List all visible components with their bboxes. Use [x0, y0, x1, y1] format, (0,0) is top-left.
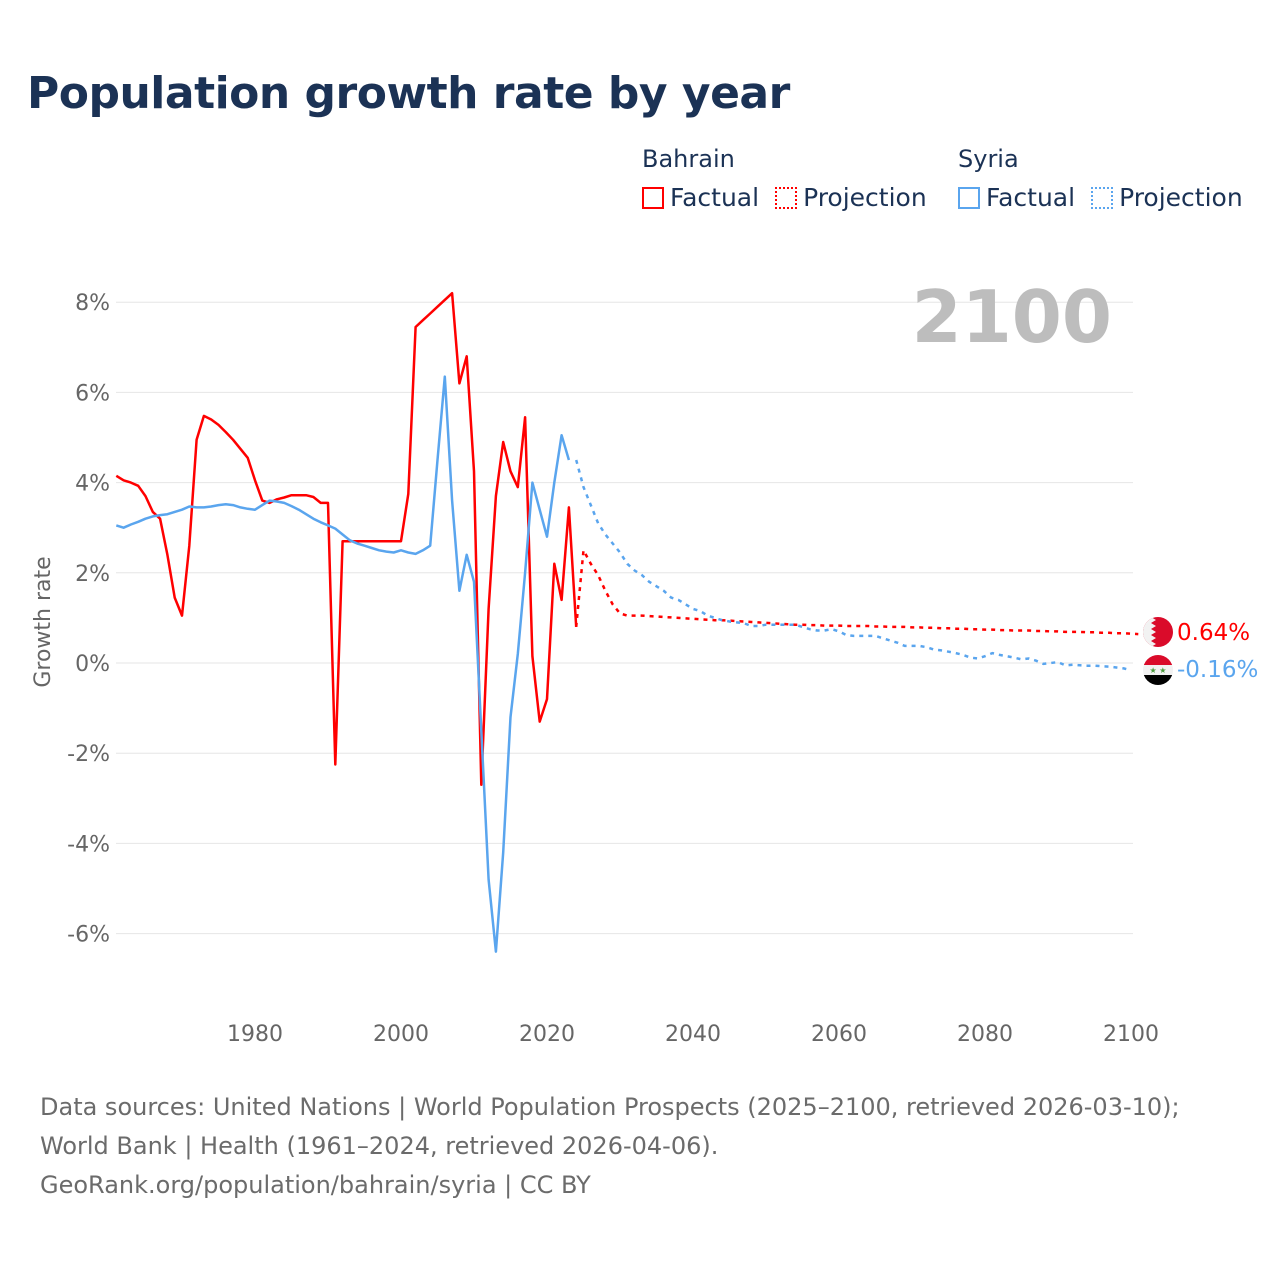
legend-bahrain: Bahrain Factual Projection	[642, 145, 927, 212]
footer: Data sources: United Nations | World Pop…	[40, 1088, 1240, 1205]
bahrain-flag-icon	[1143, 617, 1173, 647]
legend-group-name: Syria	[958, 145, 1019, 173]
legend-label: Factual	[670, 183, 760, 212]
y-tick-label: 2%	[75, 562, 110, 587]
line-chart: 8% 6% 4% 2% 0% -2% -4% -6% 1980 2000 2020 2040 2060 2…	[31, 275, 1258, 1047]
dotted-swatch-icon	[775, 186, 798, 209]
y-tick-label: 4%	[75, 472, 110, 497]
syria-factual-line	[115, 375, 571, 953]
syria-projection-line	[574, 459, 1132, 672]
y-tick-label: 8%	[75, 291, 110, 316]
syria-flag-icon: ★ ★	[1143, 655, 1173, 685]
legend-label: Factual	[986, 183, 1076, 212]
legend-syria: Syria Factual Projection	[958, 145, 1243, 212]
legend-label: Projection	[1119, 183, 1243, 212]
legend-syria-projection[interactable]: Projection	[1091, 183, 1243, 212]
y-tick-label: -6%	[67, 923, 110, 948]
x-tick-label: 2020	[519, 1022, 575, 1047]
legend-syria-factual[interactable]: Factual	[958, 183, 1075, 212]
y-axis-label: Growth rate	[31, 556, 56, 687]
svg-text:★ ★: ★ ★	[1150, 666, 1167, 675]
legend-bahrain-projection[interactable]: Projection	[775, 183, 927, 212]
syria-end-label: -0.16%	[1177, 657, 1258, 683]
x-tick-label: 2060	[811, 1022, 867, 1047]
x-tick-label: 2000	[373, 1022, 429, 1047]
y-tick-label: -4%	[67, 832, 110, 857]
y-tick-label: -2%	[67, 742, 110, 767]
chart-title: Population growth rate by year	[27, 68, 790, 119]
legend-label: Projection	[803, 183, 927, 212]
solid-swatch-icon	[958, 186, 980, 209]
attribution: GeoRank.org/population/bahrain/syria | C…	[40, 1171, 591, 1199]
bahrain-projection-line	[574, 549, 1139, 636]
x-tick-label: 2040	[665, 1022, 721, 1047]
x-tick-label: 2100	[1103, 1022, 1159, 1047]
legend-group-name: Bahrain	[642, 145, 735, 173]
bahrain-end-label: 0.64%	[1177, 620, 1250, 646]
legend-bahrain-factual[interactable]: Factual	[642, 183, 759, 212]
bahrain-factual-line	[115, 291, 578, 787]
dotted-swatch-icon	[1091, 186, 1114, 209]
data-sources: Data sources: United Nations | World Pop…	[40, 1093, 1180, 1160]
solid-swatch-icon	[642, 186, 664, 209]
year-watermark: 2100	[912, 275, 1112, 359]
y-tick-label: 6%	[75, 381, 110, 406]
x-tick-label: 1980	[227, 1022, 283, 1047]
y-tick-label: 0%	[75, 652, 110, 677]
x-tick-label: 2080	[957, 1022, 1013, 1047]
